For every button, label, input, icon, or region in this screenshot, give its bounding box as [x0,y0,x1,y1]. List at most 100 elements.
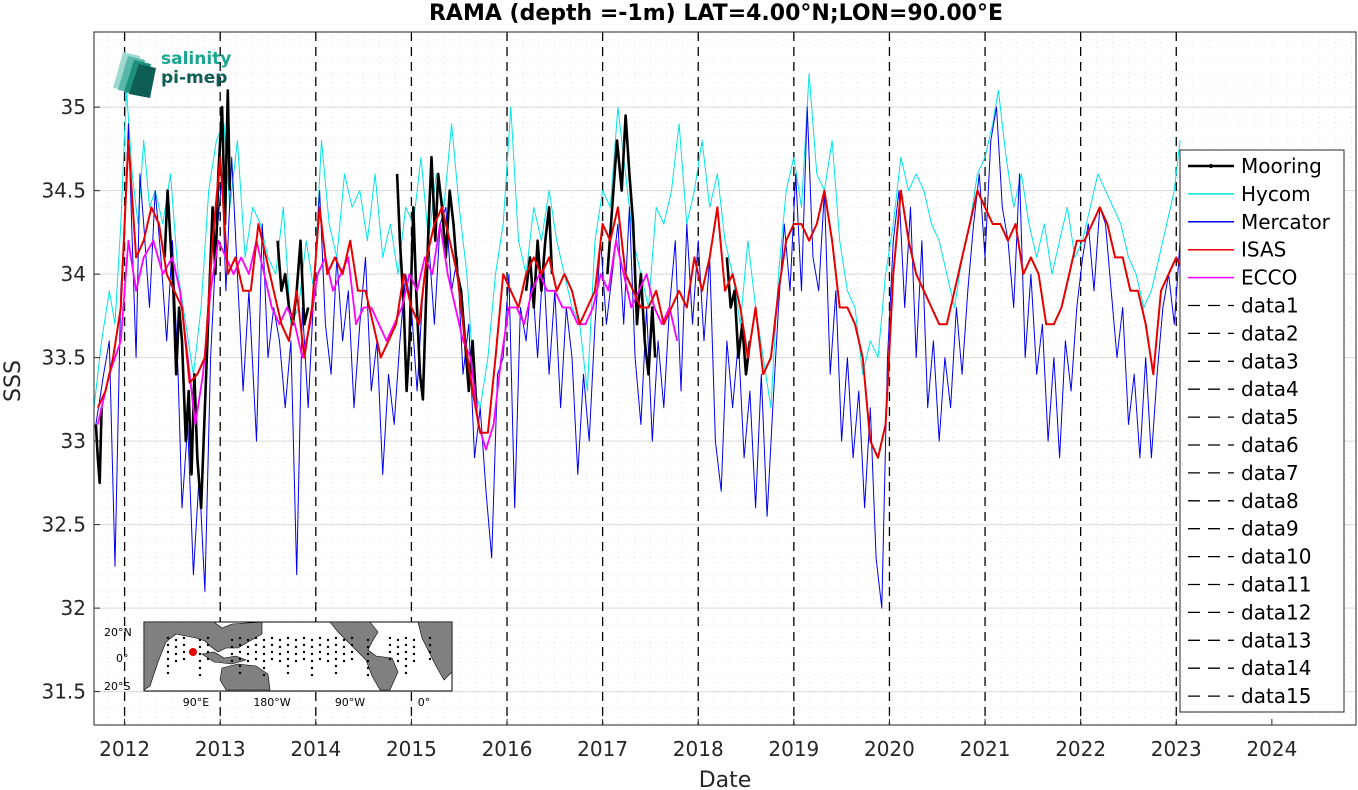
inset-mooring-dot [366,652,370,656]
legend-label-data4: data4 [1241,377,1299,401]
inset-mooring-dot [366,666,370,670]
inset-mooring-dot [428,643,432,647]
legend-label-mooring: Mooring [1241,154,1322,178]
legend-items: Mooring Hycom Mercator ISAS ECCO data1 data2 da… [1188,154,1331,708]
y-tick-label: 34.5 [41,179,86,203]
x-tick-label: 2018 [673,737,724,761]
inset-mooring-dot [270,657,274,661]
legend-label-ecco: ECCO [1241,266,1297,290]
series-line-mercator [95,106,1181,609]
legend-box [1179,149,1345,713]
inset-mooring-dot [270,650,274,654]
legend-label-data14: data14 [1241,656,1312,680]
inset-mooring-dot [254,657,258,661]
inset-mooring-dot [238,650,242,654]
inset-mooring-dot [262,645,266,649]
x-tick-label: 2024 [1246,737,1297,761]
inset-mooring-dot [350,636,354,640]
inset-mooring-dot [286,650,290,654]
inset-mooring-dot [182,657,186,661]
y-tick-label: 33 [61,429,86,453]
inset-mooring-dot [286,671,290,675]
logo-layers-icon [113,52,156,98]
inset-mooring-dot [278,652,282,656]
plot-frame [93,31,1357,726]
x-tick-label: 2014 [290,737,341,761]
inset-mooring-dot [286,657,290,661]
inset-mooring-dot [174,652,178,656]
inset-mooring-dot [334,650,338,654]
inset-mooring-dot [198,659,202,663]
inset-mooring-dot [396,652,400,656]
inset-mooring-dot [230,645,234,649]
series-line-mooring [395,155,478,408]
inset-mooring-dot [310,645,314,649]
inset-mooring-dot [238,657,242,661]
legend-label-data15: data15 [1241,684,1312,708]
inset-mooring-dot [404,650,408,654]
inset-mooring-dot [166,664,170,668]
year-separators [123,32,1177,725]
inset-mooring-dot [326,652,330,656]
inset-mooring-dot [230,638,234,642]
inset-mooring-dot [246,652,250,656]
inset-mooring-dot [334,657,338,661]
inset-mooring-dot [388,657,392,661]
legend-label-data2: data2 [1241,321,1299,345]
inset-lon-label-90w: 90°W [335,696,365,709]
inset-lon-label-0: 0° [418,696,431,709]
inset-mooring-dot [174,645,178,649]
inset-mooring-dot [174,638,178,642]
x-tick-label: 2022 [1055,737,1106,761]
inset-mooring-dot [286,636,290,640]
inset-mooring-dot [366,638,370,642]
inset-mooring-dot [230,659,234,663]
inset-mooring-dot [412,652,416,656]
inset-mooring-dot [428,636,432,640]
inset-mooring-dot [342,645,346,649]
x-tick-label: 2013 [195,737,246,761]
legend-label-data5: data5 [1241,405,1299,429]
inset-mooring-dot [254,650,258,654]
y-tick-label: 33.5 [41,346,86,370]
inset-mooring-dot [294,652,298,656]
inset-mooring-dot [270,636,274,640]
chart-title: RAMA (depth =-1m) LAT=4.00°N;LON=90.00°E [429,1,1003,26]
inset-mooring-dot [262,673,266,677]
inset-mooring-dot [334,636,338,640]
y-tick-label: 35 [61,95,86,119]
legend-label-mercator: Mercator [1241,210,1331,234]
inset-mooring-dot [404,636,408,640]
inset-mooring-dot [166,657,170,661]
inset-mooring-dot [388,650,392,654]
inset-mooring-dot [334,664,338,668]
logo-text-line1: salinity [161,49,231,69]
inset-mooring-dot [396,638,400,642]
inset-mooring-dot [254,643,258,647]
legend-label-hycom: Hycom [1241,182,1311,206]
inset-mooring-dot [366,645,370,649]
inset-mooring-dot [310,673,314,677]
inset-mooring-dot [198,673,202,677]
inset-mooring-dot [262,652,266,656]
series-line-isas [96,139,1185,459]
inset-mooring-dot [350,643,354,647]
y-tick-labels: 31.5 32 32.5 33 33.5 34 34.5 35 [41,95,100,704]
legend-label-data12: data12 [1241,600,1312,624]
inset-mooring-dot [404,657,408,661]
legend-label-data10: data10 [1241,545,1312,569]
legend-label-data6: data6 [1241,433,1299,457]
x-tick-label: 2017 [577,737,628,761]
y-tick-label: 32.5 [41,513,86,537]
inset-map: 20°N 0° 20°S 90°E 180°W 90°W 0° [104,621,453,709]
inset-mooring-dot [238,636,242,640]
legend: Mooring Hycom Mercator ISAS ECCO data1 data2 da… [1179,149,1345,713]
inset-mooring-dot [334,671,338,675]
inset-mooring-dot [388,636,392,640]
inset-mooring-dot [238,664,242,668]
inset-mooring-dot [246,645,250,649]
inset-mooring-dot [396,645,400,649]
y-axis-title: SSS [1,360,26,402]
inset-mooring-dot [246,659,250,663]
inset-mooring-dot [396,659,400,663]
